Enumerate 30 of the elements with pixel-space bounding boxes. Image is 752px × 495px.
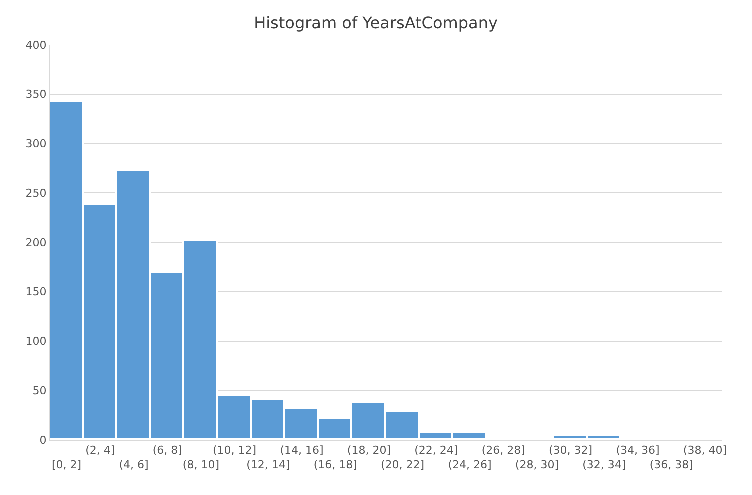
- x-tick-label: (32, 34]: [582, 458, 626, 472]
- y-tick-label: 0: [40, 434, 47, 447]
- x-tick-label: (8, 10]: [182, 458, 220, 472]
- y-tick-label: 300: [26, 138, 47, 151]
- x-tick-label: (38, 40]: [683, 444, 727, 458]
- x-tick-label: (6, 8]: [152, 444, 182, 458]
- x-tick-label: (26, 28]: [482, 444, 526, 458]
- y-tick-label: 100: [26, 335, 47, 348]
- x-tick-label: (20, 22]: [381, 458, 425, 472]
- x-tick-label: (30, 32]: [549, 444, 593, 458]
- x-tick-label: (24, 26]: [448, 458, 492, 472]
- y-tick-label: 50: [32, 384, 47, 398]
- x-tick-label: (16, 18]: [314, 458, 358, 472]
- x-tick-label: (22, 24]: [414, 444, 458, 458]
- chart-title: Histogram of YearsAtCompany: [254, 14, 498, 33]
- x-tick-label: (14, 16]: [280, 444, 324, 458]
- y-tick-label: 350: [26, 88, 47, 102]
- y-tick-label: 200: [26, 236, 47, 250]
- y-tick-label: 250: [26, 186, 47, 200]
- x-tick-label: (12, 14]: [246, 458, 290, 472]
- x-tick-label: (28, 30]: [515, 458, 559, 472]
- x-tick-label: [0, 2]: [52, 458, 82, 472]
- x-tick-label: (10, 12]: [213, 444, 257, 458]
- x-tick-label: (36, 38]: [650, 458, 694, 472]
- y-tick-label: 400: [26, 38, 47, 52]
- x-tick-label: (18, 20]: [347, 444, 391, 458]
- x-tick-label: (2, 4]: [86, 444, 116, 458]
- x-tick-label: (34, 36]: [616, 444, 660, 458]
- y-tick-label: 150: [26, 286, 47, 299]
- x-tick-label: (4, 6]: [119, 458, 149, 472]
